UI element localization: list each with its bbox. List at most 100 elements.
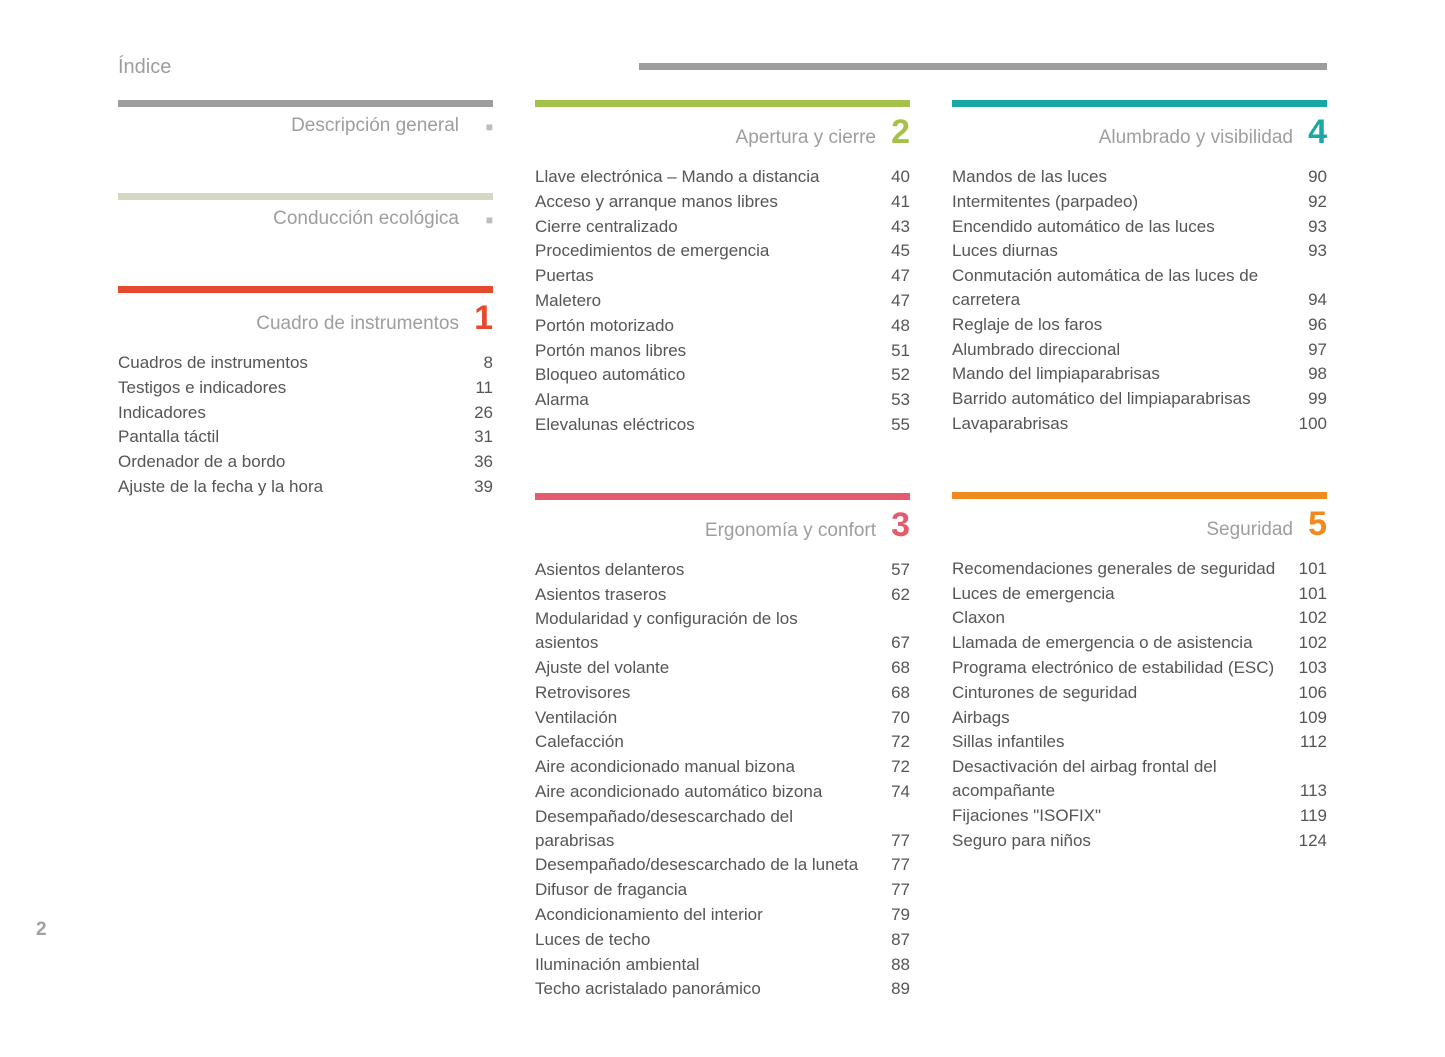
toc-entry: Desempañado/desescarchado del parabrisas…	[535, 805, 910, 853]
section-header: Descripción general■	[118, 115, 493, 137]
toc-entry: Fijaciones "ISOFIX"119	[952, 804, 1327, 828]
toc-section: Conducción ecológica■	[118, 193, 493, 230]
toc-section: Descripción general■	[118, 100, 493, 137]
toc-column: Descripción general■ Conducción ecológica…	[118, 100, 493, 1057]
toc-entry: Ventilación70	[535, 706, 910, 730]
toc-entry: Portón manos libres51	[535, 339, 910, 363]
toc-entry: Indicadores26	[118, 401, 493, 425]
page-title: Índice	[118, 56, 171, 79]
toc-entry-page: 102	[1289, 606, 1327, 630]
toc-entry: Cuadros de instrumentos8	[118, 351, 493, 375]
toc-section: Seguridad5Recomendaciones generales de s…	[952, 492, 1327, 853]
toc-entry-page: 102	[1289, 631, 1327, 655]
toc-entry-label: Llamada de emergencia o de asistencia	[952, 631, 1289, 655]
toc-entry-label: Luces diurnas	[952, 239, 1289, 263]
toc-section: Apertura y cierre2Llave electrónica – Ma…	[535, 100, 910, 437]
top-bar	[639, 63, 1327, 70]
toc-section: Cuadro de instrumentos1Cuadros de instru…	[118, 286, 493, 499]
toc-entry-label: Lavaparabrisas	[952, 412, 1289, 436]
toc-entry-label: Programa electrónico de estabilidad (ESC…	[952, 656, 1289, 680]
toc-section: Ergonomía y confort3 Asientos delanteros5…	[535, 493, 910, 1001]
toc-entry-page: 94	[1289, 288, 1327, 312]
toc-entry-label: Aire acondicionado manual bizona	[535, 755, 872, 779]
toc-entry-label: Desempañado/desescarchado del parabrisas	[535, 805, 872, 853]
toc-entry: Claxon102	[952, 606, 1327, 630]
toc-entry-page: 26	[455, 401, 493, 425]
section-rule	[118, 100, 493, 107]
toc-entry-page: 8	[455, 351, 493, 375]
toc-entry-page: 43	[872, 215, 910, 239]
toc-entry-label: Fijaciones "ISOFIX"	[952, 804, 1289, 828]
toc-entry-label: Reglaje de los faros	[952, 313, 1289, 337]
toc-entry: Testigos e indicadores11	[118, 376, 493, 400]
toc-entry: Pantalla táctil31	[118, 425, 493, 449]
toc-entry-page: 124	[1289, 829, 1327, 853]
section-title: Descripción general	[118, 115, 459, 137]
toc-entry-page: 72	[872, 755, 910, 779]
toc-entry-page: 68	[872, 656, 910, 680]
section-rule	[952, 100, 1327, 107]
toc-entry: Sillas infantiles112	[952, 730, 1327, 754]
section-entries: Mandos de las luces90Intermitentes (parp…	[952, 165, 1327, 436]
toc-entry-page: 96	[1289, 313, 1327, 337]
toc-entry-label: Mando del limpiaparabrisas	[952, 362, 1289, 386]
toc-entry-label: Mandos de las luces	[952, 165, 1289, 189]
toc-entry-page: 93	[1289, 239, 1327, 263]
toc-entry-page: 92	[1289, 190, 1327, 214]
toc-entry-label: Ordenador de a bordo	[118, 450, 455, 474]
toc-column: Apertura y cierre2Llave electrónica – Ma…	[535, 100, 910, 1057]
toc-entry-page: 39	[455, 475, 493, 499]
toc-entry-label: Claxon	[952, 606, 1289, 630]
toc-entry-label: Recomendaciones generales de seguridad	[952, 557, 1289, 581]
section-title: Alumbrado y visibilidad	[952, 127, 1293, 149]
section-header: Ergonomía y confort3	[535, 508, 910, 542]
toc-entry: Acondicionamiento del interior79	[535, 903, 910, 927]
section-entries: Recomendaciones generales de seguridad10…	[952, 557, 1327, 853]
toc-entry-page: 40	[872, 165, 910, 189]
toc-entry-label: Calefacción	[535, 730, 872, 754]
toc-entry-label: Cuadros de instrumentos	[118, 351, 455, 375]
toc-entry-page: 99	[1289, 387, 1327, 411]
toc-entry: Programa electrónico de estabilidad (ESC…	[952, 656, 1327, 680]
toc-entry-label: Procedimientos de emergencia	[535, 239, 872, 263]
toc-entry-page: 101	[1289, 557, 1327, 581]
toc-entry: Difusor de fragancia77	[535, 878, 910, 902]
toc-entry: Llamada de emergencia o de asistencia102	[952, 631, 1327, 655]
toc-entry-label: Cinturones de seguridad	[952, 681, 1289, 705]
toc-entry-label: Airbags	[952, 706, 1289, 730]
toc-entry-label: Retrovisores	[535, 681, 872, 705]
toc-entry: Bloqueo automático52	[535, 363, 910, 387]
toc-entry-label: Intermitentes (parpadeo)	[952, 190, 1289, 214]
toc-entry-page: 113	[1289, 779, 1327, 803]
toc-entry: Desactivación del airbag frontal del aco…	[952, 755, 1327, 803]
toc-entry-page: 79	[872, 903, 910, 927]
toc-entry-label: Pantalla táctil	[118, 425, 455, 449]
toc-entry-page: 98	[1289, 362, 1327, 386]
toc-entry: Ajuste del volante68	[535, 656, 910, 680]
toc-entry: Asientos traseros62	[535, 583, 910, 607]
section-header: Apertura y cierre2	[535, 115, 910, 149]
toc-entry-page: 41	[872, 190, 910, 214]
toc-entry-label: Sillas infantiles	[952, 730, 1289, 754]
toc-entry-page: 45	[872, 239, 910, 263]
toc-entry-page: 11	[455, 376, 493, 400]
section-title: Seguridad	[952, 519, 1293, 541]
toc-entry-label: Portón manos libres	[535, 339, 872, 363]
toc-entry: Airbags109	[952, 706, 1327, 730]
toc-entry-page: 87	[872, 928, 910, 952]
section-number: 4	[1303, 115, 1327, 149]
toc-entry: Recomendaciones generales de seguridad10…	[952, 557, 1327, 581]
toc-entry: Seguro para niños124	[952, 829, 1327, 853]
section-rule	[118, 193, 493, 200]
toc-entry-page: 48	[872, 314, 910, 338]
toc-entry: Mandos de las luces90	[952, 165, 1327, 189]
toc-entry: Techo acristalado panorámico89	[535, 977, 910, 1001]
toc-entry-page: 57	[872, 558, 910, 582]
section-entries: Asientos delanteros57Asientos traseros62…	[535, 558, 910, 1001]
toc-entry-label: Modularidad y configuración de los asien…	[535, 607, 872, 655]
toc-entry: Procedimientos de emergencia45	[535, 239, 910, 263]
toc-entry: Retrovisores68	[535, 681, 910, 705]
toc-entry-label: Bloqueo automático	[535, 363, 872, 387]
toc-entry: Alumbrado direccional97	[952, 338, 1327, 362]
toc-entry-page: 93	[1289, 215, 1327, 239]
